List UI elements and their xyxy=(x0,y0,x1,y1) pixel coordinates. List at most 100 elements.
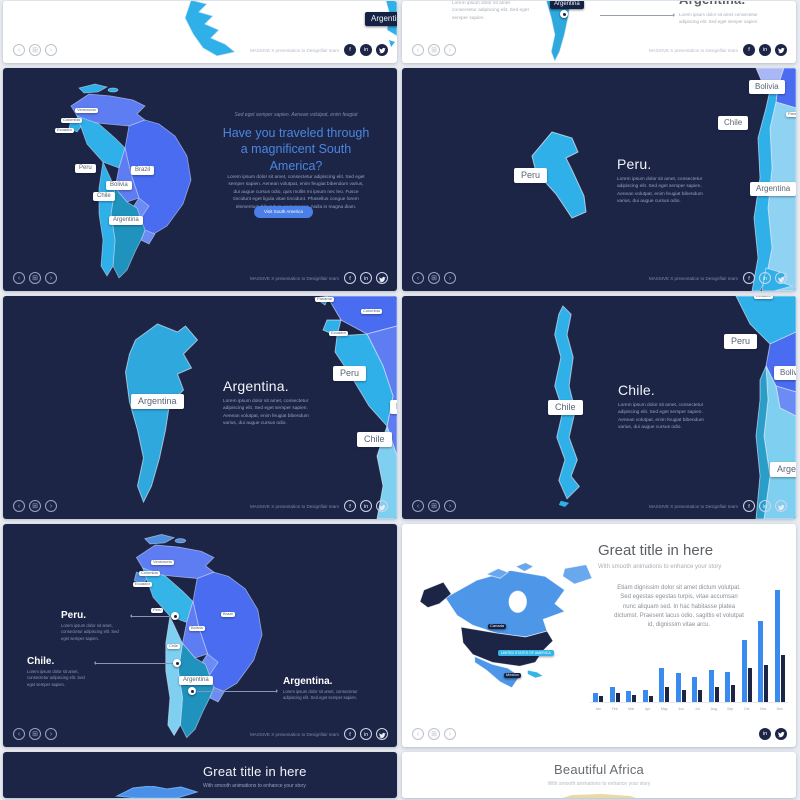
menu-button[interactable]: ⊞ xyxy=(29,44,41,56)
bar-group: Mar xyxy=(623,590,640,712)
slide-nav-controls: ‹ ⊞ › xyxy=(412,728,456,740)
edge-map-strip xyxy=(313,296,397,519)
map-label-chile: Chile xyxy=(167,643,181,649)
slide-country-callouts[interactable]: Venezuela Colombia Ecuador Peru Brazil B… xyxy=(3,524,397,747)
social-links: f in xyxy=(344,272,388,284)
bar-group: Feb xyxy=(607,590,624,712)
slide-footer-credit: MASSIVE X presentation to Designflair te… xyxy=(249,276,339,281)
slide-body: Etiam dignissim dolor sit amet dictum vo… xyxy=(614,585,744,629)
facebook-icon[interactable]: f xyxy=(344,728,356,740)
slide-great-title[interactable]: Great title in here With smooth animatio… xyxy=(3,752,397,798)
bar-group: Jan xyxy=(590,590,607,712)
map-label-bolivia: Bolivia xyxy=(189,625,205,631)
twitter-icon[interactable] xyxy=(775,44,787,56)
slide-footer-credit: MASSIVE X presentation to Designflair te… xyxy=(648,48,738,53)
map-label-argentina: Argentina xyxy=(131,394,184,409)
next-slide-button[interactable]: › xyxy=(444,44,456,56)
prev-slide-button[interactable]: ‹ xyxy=(13,500,25,512)
map-label-paraguay: Paraguay xyxy=(786,111,796,117)
twitter-icon[interactable] xyxy=(775,500,787,512)
next-slide-button[interactable]: › xyxy=(444,272,456,284)
facebook-icon[interactable]: f xyxy=(743,272,755,284)
menu-button[interactable]: ⊞ xyxy=(29,500,41,512)
next-slide-button[interactable]: › xyxy=(444,728,456,740)
slide-argentina[interactable]: Argentina Argentina. Lorem ipsum dolor s… xyxy=(3,296,397,519)
slide-beautiful-africa[interactable]: Beautiful Africa With smooth animations … xyxy=(402,752,796,798)
bar-category-label: Apr xyxy=(645,707,651,711)
menu-button[interactable]: ⊞ xyxy=(29,272,41,284)
menu-button[interactable]: ⊞ xyxy=(29,728,41,740)
slide-chile[interactable]: Chile Chile. Lorem ipsum dolor sit amet,… xyxy=(402,296,796,519)
prev-slide-button[interactable]: ‹ xyxy=(412,272,424,284)
facebook-icon[interactable]: f xyxy=(344,500,356,512)
bar-category-label: Dec xyxy=(776,707,783,711)
callout-body: Lorem ipsum dolor sit amet, consectetur … xyxy=(27,669,85,687)
map-label-venezuela: Venezuela xyxy=(75,107,98,113)
map-label-colombia: Colombia xyxy=(61,117,82,123)
slide-body: Lorem ipsum dolor sit amet, consectetur … xyxy=(618,403,704,431)
linkedin-icon[interactable]: in xyxy=(360,500,372,512)
next-slide-button[interactable]: › xyxy=(45,44,57,56)
next-slide-button[interactable]: › xyxy=(45,728,57,740)
linkedin-icon[interactable]: in xyxy=(360,44,372,56)
callout-line xyxy=(130,614,173,618)
map-label-chile: Chile xyxy=(93,192,115,202)
menu-button[interactable]: ⊞ xyxy=(428,500,440,512)
twitter-icon[interactable] xyxy=(376,500,388,512)
bar-series-1 xyxy=(741,640,747,702)
map-pin-icon xyxy=(188,687,196,695)
bar-category-label: Nov xyxy=(760,707,767,711)
facebook-icon[interactable]: f xyxy=(743,500,755,512)
next-slide-button[interactable]: › xyxy=(45,500,57,512)
linkedin-icon[interactable]: in xyxy=(759,500,771,512)
slide-north-america-stats[interactable]: Great title in here With smooth animatio… xyxy=(402,524,796,747)
facebook-icon[interactable]: f xyxy=(743,44,755,56)
bar-series-1 xyxy=(609,687,615,702)
prev-slide-button[interactable]: ‹ xyxy=(13,728,25,740)
bar-chart: Jan Feb Mar Apr May Jun Jul Aug Sep Oct Nov Dec xyxy=(590,590,788,712)
twitter-icon[interactable] xyxy=(775,272,787,284)
bar-group: May xyxy=(656,590,673,712)
twitter-icon[interactable] xyxy=(376,272,388,284)
next-slide-button[interactable]: › xyxy=(45,272,57,284)
twitter-icon[interactable] xyxy=(775,728,787,740)
bar-series-1 xyxy=(708,670,714,702)
twitter-icon[interactable] xyxy=(376,728,388,740)
bar-category-label: Mar xyxy=(628,707,635,711)
slide-nav-controls: ‹ ⊞ › xyxy=(13,728,57,740)
map-label-bolivia: Bolivia xyxy=(106,181,132,191)
linkedin-icon[interactable]: in xyxy=(759,728,771,740)
visit-south-america-button[interactable]: Visit South America xyxy=(254,206,313,218)
bar-series-2 xyxy=(764,665,769,702)
linkedin-icon[interactable]: in xyxy=(360,272,372,284)
slide-south-america-intro[interactable]: Venezuela Colombia Ecuador Peru Brazil B… xyxy=(3,68,397,291)
map-label-brazil: Brazil xyxy=(131,166,155,176)
prev-slide-button[interactable]: ‹ xyxy=(13,44,25,56)
bar-group: Apr xyxy=(640,590,657,712)
menu-button[interactable]: ⊞ xyxy=(428,44,440,56)
map-label-ecuador: Ecuador xyxy=(55,127,74,133)
prev-slide-button[interactable]: ‹ xyxy=(412,44,424,56)
prev-slide-button[interactable]: ‹ xyxy=(412,728,424,740)
prev-slide-button[interactable]: ‹ xyxy=(412,500,424,512)
menu-button[interactable]: ⊞ xyxy=(428,728,440,740)
facebook-icon[interactable]: f xyxy=(344,272,356,284)
linkedin-icon[interactable]: in xyxy=(759,272,771,284)
slide-peru[interactable]: Peru Peru. Lorem ipsum dolor sit amet, c… xyxy=(402,68,796,291)
slide-title: Great title in here xyxy=(598,542,714,559)
menu-button[interactable]: ⊞ xyxy=(428,272,440,284)
slide-argentina-pin[interactable]: Lorem ipsum dolor sit amet consectetur a… xyxy=(402,1,796,63)
prev-slide-button[interactable]: ‹ xyxy=(13,272,25,284)
slide-nav-controls: ‹ ⊞ › xyxy=(412,44,456,56)
facebook-icon[interactable]: f xyxy=(344,44,356,56)
map-label-chile: Chile xyxy=(357,432,392,447)
linkedin-icon[interactable]: in xyxy=(360,728,372,740)
social-links: f in xyxy=(743,44,787,56)
next-slide-button[interactable]: › xyxy=(444,500,456,512)
linkedin-icon[interactable]: in xyxy=(759,44,771,56)
slide-title: Argentina. xyxy=(223,378,289,394)
map-label-peru: Peru xyxy=(724,334,758,349)
slide-patagonia-fragment[interactable]: Argentina ‹ ⊞ › MASSIVE X presentation t… xyxy=(3,1,397,63)
twitter-icon[interactable] xyxy=(376,44,388,56)
